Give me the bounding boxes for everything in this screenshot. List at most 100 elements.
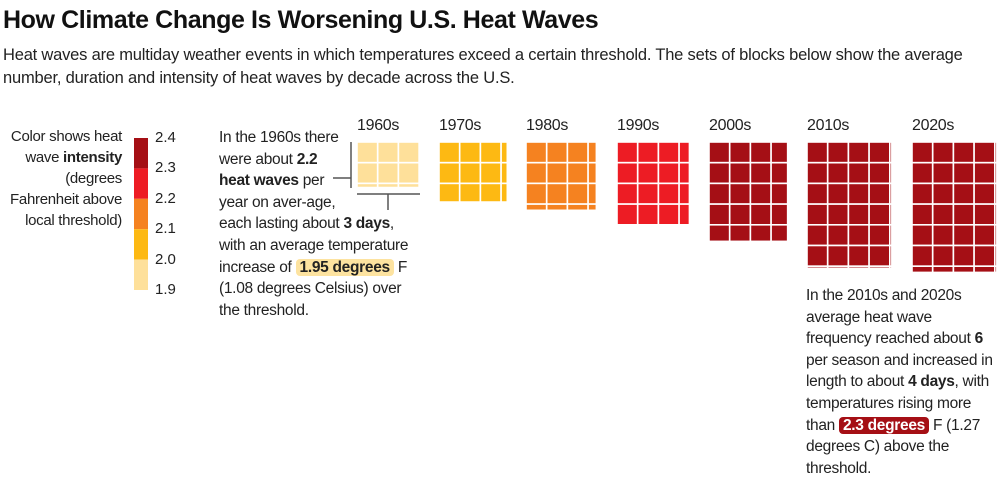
block-2020s: [993, 244, 998, 268]
block-1990s: [636, 203, 660, 226]
block-2020s: [973, 244, 996, 268]
block-1990s: [616, 161, 639, 185]
block-2020s: [993, 224, 998, 247]
decade-label-1970s: 1970s: [439, 117, 482, 134]
block-2010s: [826, 224, 850, 247]
chart-title: How Climate Change Is Worsening U.S. Hea…: [3, 6, 599, 34]
annotation-2010s-2020s: In the 2010s and 2020s average heat wave…: [806, 287, 993, 477]
block-2010s: [847, 224, 870, 247]
block-2020s: [993, 182, 998, 205]
block-2020s: [931, 182, 955, 205]
legend-text-bold: intensity: [63, 149, 122, 166]
block-1960s: [397, 161, 420, 185]
block-1970s: [458, 182, 482, 203]
block-2020s: [952, 265, 975, 274]
block-1960s: [376, 182, 400, 189]
decade-label-2000s: 2000s: [709, 117, 752, 134]
block-2020s: [952, 182, 975, 205]
block-1980s: [566, 141, 589, 164]
decade-label-2010s: 2010s: [807, 117, 850, 134]
legend-swatch-4: [134, 259, 148, 290]
block-2020s: [911, 203, 934, 226]
block-2020s: [952, 161, 975, 185]
block-1970s: [500, 141, 509, 164]
decade-label-1960s: 1960s: [357, 117, 400, 134]
block-1990s: [678, 161, 691, 185]
block-2010s: [806, 244, 829, 268]
block-1970s: [438, 161, 461, 185]
block-1980s: [525, 141, 548, 164]
block-1970s: [479, 141, 502, 164]
block-1980s: [566, 203, 589, 212]
block-2000s: [728, 182, 752, 205]
block-1980s: [525, 182, 548, 205]
block-1980s: [545, 141, 569, 164]
decade-label-2020s: 2020s: [912, 117, 955, 134]
block-2000s: [770, 141, 789, 164]
block-1980s: [587, 141, 598, 164]
block-2010s: [806, 161, 829, 185]
chart-subtitle: Heat waves are multiday weather events i…: [3, 46, 963, 87]
block-2000s: [770, 224, 789, 243]
block-2010s: [847, 265, 870, 270]
block-2000s: [708, 182, 731, 205]
block-2010s: [806, 141, 829, 164]
block-1990s: [657, 161, 680, 185]
block-2010s: [847, 161, 870, 185]
legend-text-pre: Color shows heat wave: [10, 128, 122, 166]
block-2010s: [826, 203, 850, 226]
block-2010s: [868, 244, 891, 268]
block-1970s: [438, 141, 461, 164]
block-2000s: [749, 161, 772, 185]
legend-tick-label: 2.1: [155, 220, 176, 238]
block-2010s: [806, 203, 829, 226]
block-2020s: [973, 265, 996, 274]
block-2010s: [806, 182, 829, 205]
block-1990s: [616, 141, 639, 164]
block-2020s: [911, 182, 934, 205]
block-2010s: [847, 244, 870, 268]
block-1980s: [566, 182, 589, 205]
block-2010s: [806, 265, 829, 270]
block-1970s: [500, 161, 509, 185]
block-1980s: [587, 203, 598, 212]
block-2020s: [993, 203, 998, 226]
block-2010s: [888, 203, 893, 226]
block-2020s: [931, 141, 955, 164]
legend-tick-label: 2.2: [155, 189, 176, 207]
block-1980s: [545, 182, 569, 205]
block-1990s: [636, 182, 660, 205]
legend-swatch-0: [134, 138, 148, 169]
block-1970s: [438, 182, 461, 203]
block-2000s: [728, 141, 752, 164]
block-2020s: [911, 265, 934, 274]
block-2020s: [993, 265, 998, 274]
block-1990s: [657, 182, 680, 205]
block-2010s: [868, 203, 891, 226]
block-1990s: [657, 141, 680, 164]
block-1990s: [636, 161, 660, 185]
decade-label-1980s: 1980s: [526, 117, 569, 134]
block-2000s: [749, 141, 772, 164]
block-2010s: [826, 182, 850, 205]
block-2000s: [770, 161, 789, 185]
block-1990s: [678, 182, 691, 205]
block-2000s: [728, 224, 752, 243]
legend-swatch-1: [134, 168, 148, 199]
block-1980s: [525, 161, 548, 185]
block-1960s: [397, 182, 420, 189]
block-2020s: [973, 182, 996, 205]
block-2020s: [973, 203, 996, 226]
block-2010s: [888, 244, 893, 268]
block-2020s: [931, 161, 955, 185]
block-2000s: [749, 203, 772, 226]
block-1970s: [479, 182, 502, 203]
block-1980s: [566, 161, 589, 185]
block-2010s: [826, 244, 850, 268]
highlight-2010s-intensity: 2.3 degrees: [838, 416, 929, 434]
block-1980s: [525, 203, 548, 212]
block-2000s: [770, 182, 789, 205]
block-1960s: [376, 161, 400, 185]
block-2010s: [847, 203, 870, 226]
